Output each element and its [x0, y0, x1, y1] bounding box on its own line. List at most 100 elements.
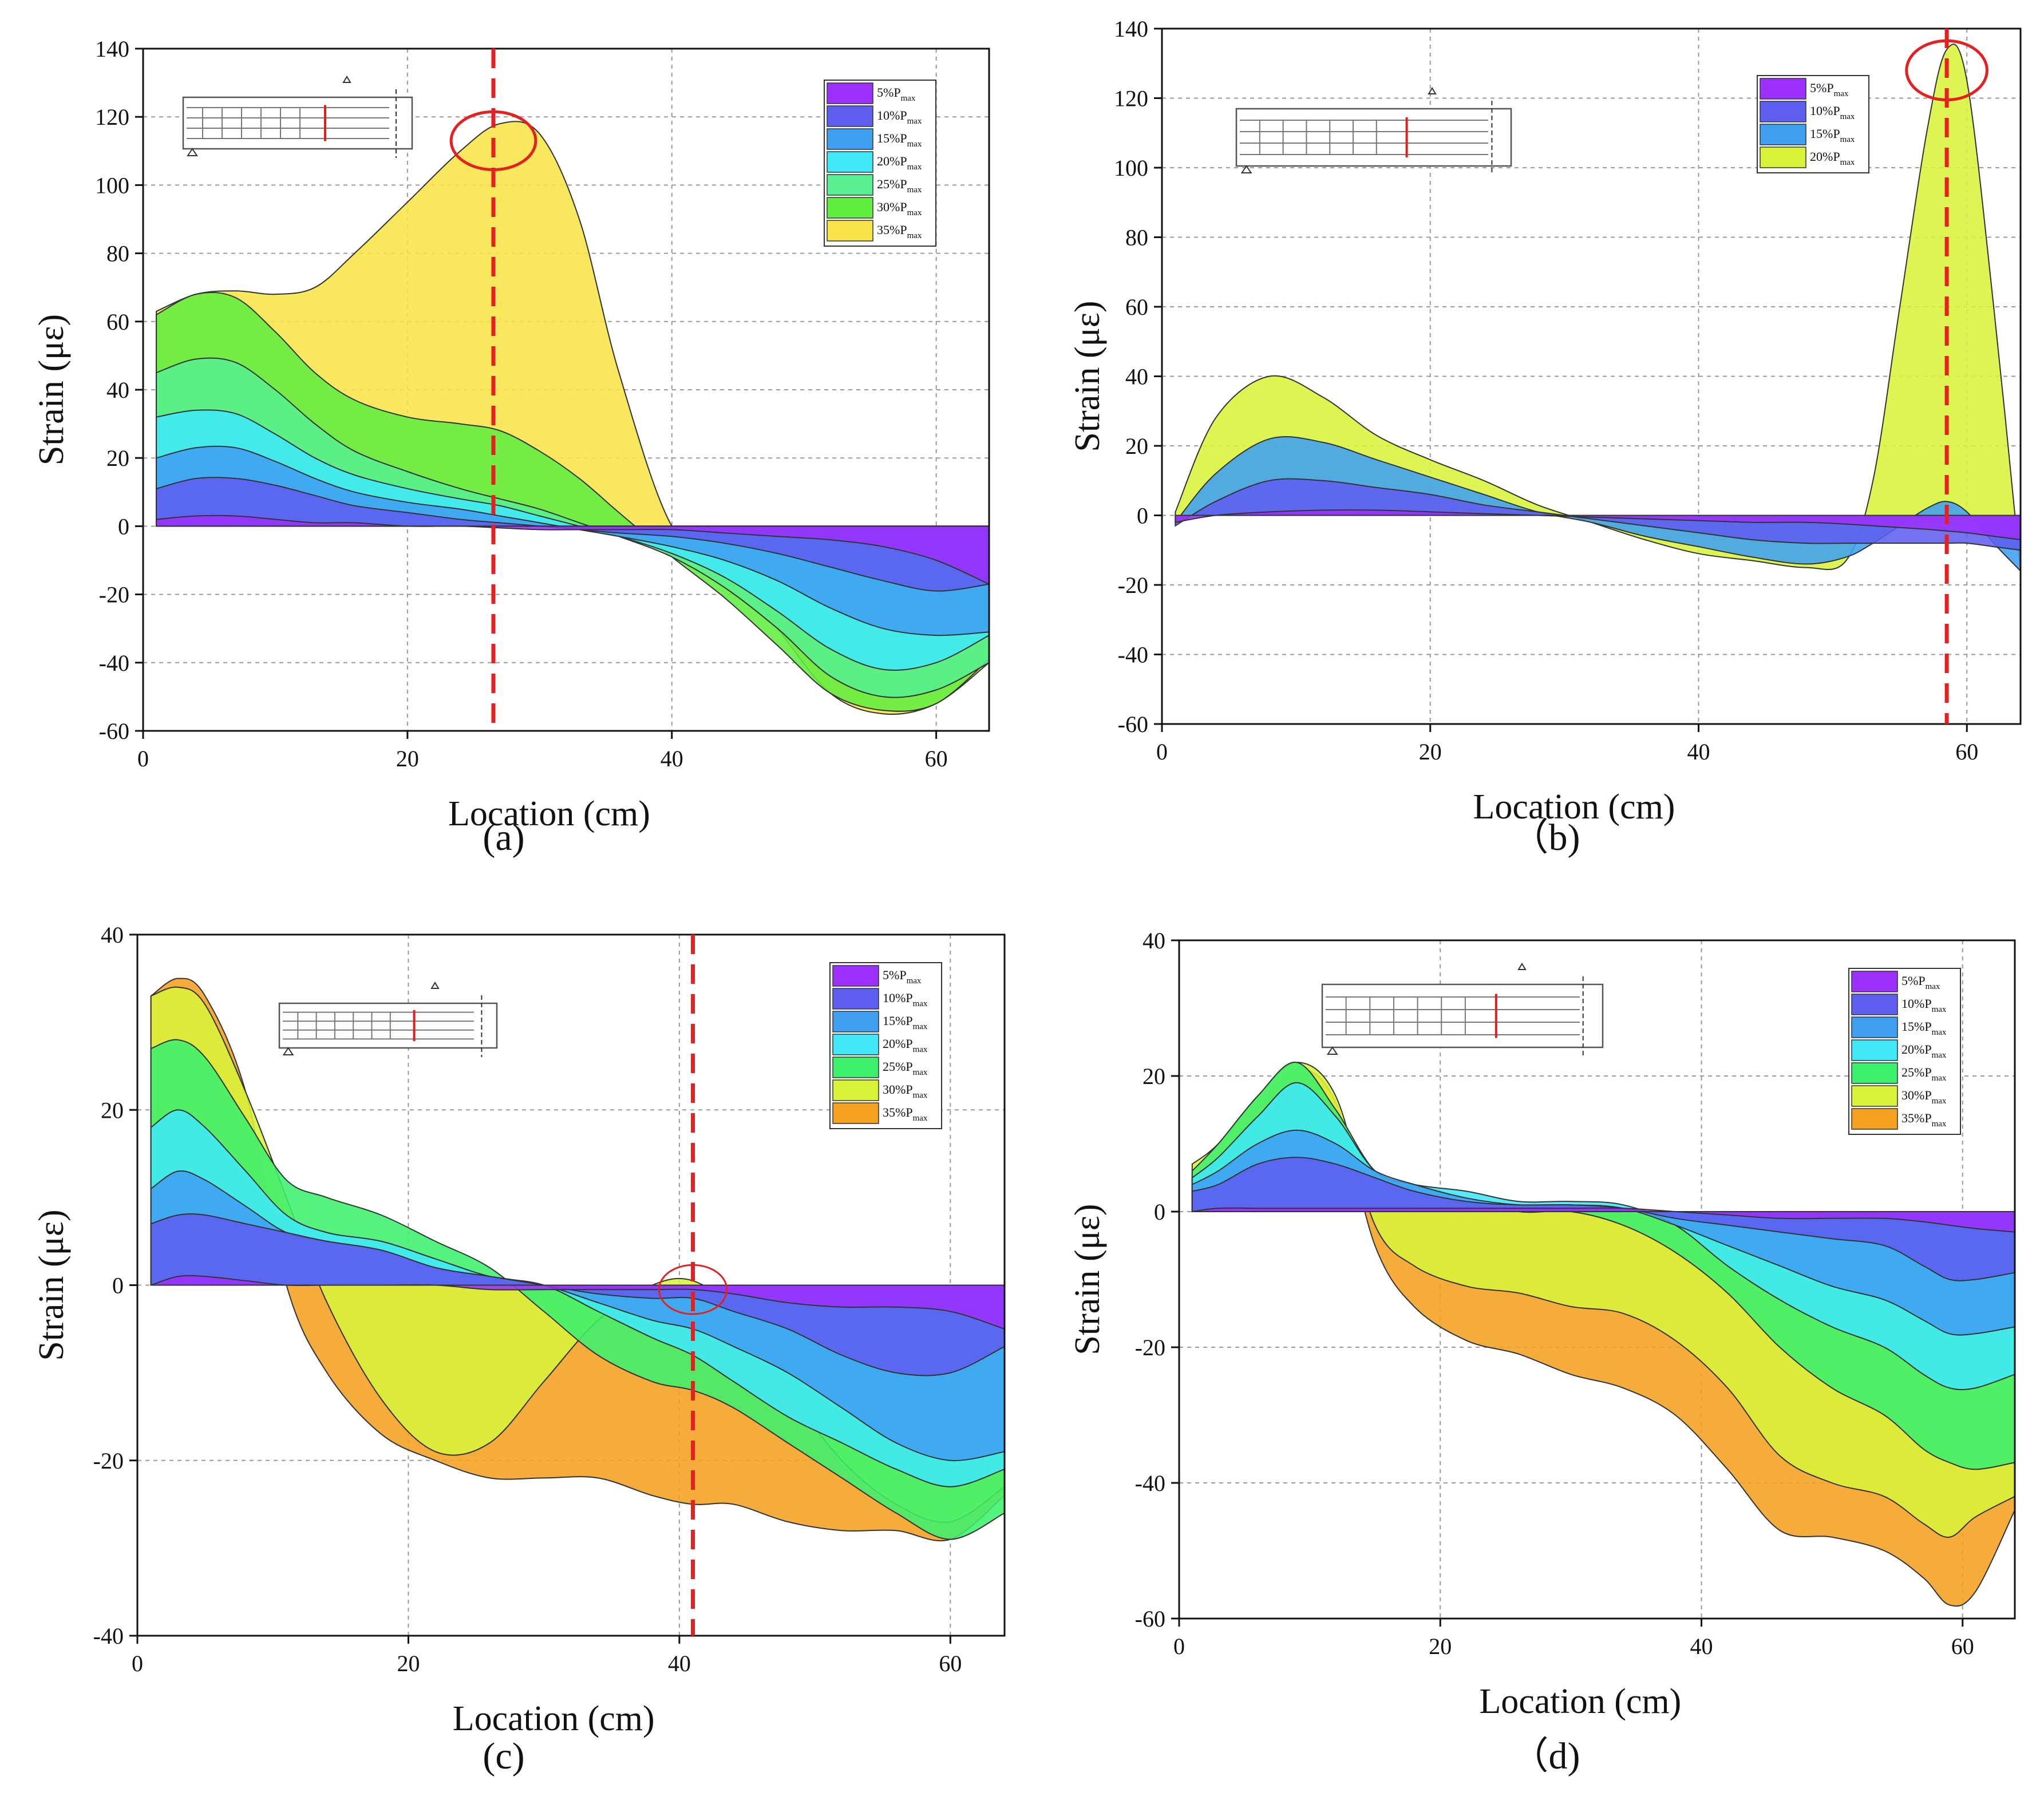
x-tick-label: 0: [1156, 739, 1168, 765]
support-icon: [282, 1047, 294, 1055]
y-tick-label: 60: [106, 309, 129, 335]
legend-swatch: [1760, 124, 1806, 145]
area-25pct-d: [1191, 1062, 2015, 1470]
legend-swatch: [1851, 1039, 1898, 1061]
legend-label-subscript: max: [1932, 1028, 1947, 1037]
x-tick-label: 60: [939, 1651, 962, 1676]
legend-swatch: [1851, 1108, 1898, 1130]
legend-swatch: [1851, 971, 1898, 992]
area-20pct-b: [1175, 43, 2021, 571]
x-axis-label: Location (cm): [453, 1699, 655, 1738]
legend-swatch: [1851, 1062, 1898, 1084]
y-tick-label: -20: [1135, 1335, 1165, 1360]
legend-label-subscript: max: [1840, 135, 1855, 144]
area-30pct-d: [1191, 1062, 2015, 1538]
legend-swatch: [1760, 147, 1806, 168]
legend-swatch: [832, 988, 879, 1010]
y-tick-label: -60: [1135, 1606, 1165, 1632]
area-10pct-b: [1175, 478, 2021, 551]
y-axis-label: Strain (με): [1068, 300, 1107, 452]
area-20pct-c: [150, 1109, 1005, 1487]
y-tick-label: 0: [112, 1273, 124, 1299]
x-axis-label: Location (cm): [1473, 788, 1675, 826]
support-icon: [1326, 1046, 1338, 1055]
legend-label-subscript: max: [1932, 1097, 1947, 1106]
panel-d: 0 20 40 60 -60 -40 -20 0 20 40 Location (cm) Strain…: [1068, 928, 2016, 1777]
legend-label-subscript: max: [907, 976, 922, 986]
legend-label-subscript: max: [901, 94, 916, 103]
y-tick-label: 0: [1137, 503, 1148, 529]
panel-c: 0 20 40 60 -40 -20 0 20 40 Location (cm) Strain (μ…: [32, 922, 1006, 1777]
load-point-icon: [1428, 87, 1437, 94]
x-tick-label: 40: [668, 1651, 691, 1676]
y-tick-label: 100: [1114, 155, 1148, 181]
area-20pct-d: [1191, 1082, 2015, 1391]
y-tick-label: 40: [101, 922, 124, 948]
legend-swatch: [832, 1079, 879, 1101]
y-tick-label: -20: [93, 1448, 124, 1474]
area-20pct-a: [156, 409, 990, 671]
area-5pct-d: [1192, 1207, 2015, 1233]
y-tick-label: 80: [1125, 225, 1148, 251]
legend-label-subscript: max: [913, 1045, 928, 1054]
y-tick-label: 120: [1114, 86, 1148, 112]
legend-label-subscript: max: [1932, 1119, 1947, 1129]
legend-label-subscript: max: [1840, 112, 1855, 121]
y-axis-label: Strain (με): [32, 314, 71, 465]
legend-swatch: [832, 965, 879, 987]
legend-swatch: [832, 1011, 879, 1032]
y-tick-label: 40: [1142, 928, 1165, 953]
y-tick-label: 20: [1125, 433, 1148, 459]
area-5pct-b: [1175, 509, 2021, 541]
legend-label-subscript: max: [907, 185, 922, 195]
area-10pct-d: [1191, 1157, 2015, 1281]
legend-swatch: [827, 128, 873, 150]
legend-swatch: [1851, 994, 1898, 1015]
legend-label-subscript: max: [1926, 982, 1940, 991]
y-axis-label: Strain (με): [32, 1209, 71, 1360]
y-tick-label: 140: [1114, 16, 1148, 42]
x-tick-label: 20: [1419, 739, 1442, 765]
x-tick-label: 20: [397, 1651, 420, 1676]
y-tick-label: 0: [1154, 1199, 1165, 1225]
legend-label-subscript: max: [913, 999, 928, 1008]
x-tick-label: 0: [1173, 1633, 1185, 1659]
x-tick-label: 40: [1690, 1633, 1713, 1659]
y-tick-label: -20: [1118, 572, 1148, 598]
legend-label-subscript: max: [907, 208, 922, 217]
legend-swatch: [827, 197, 873, 219]
legend-swatch: [827, 82, 873, 104]
y-tick-label: -40: [99, 650, 129, 676]
x-tick-label: 60: [925, 746, 948, 771]
y-tick-label: -40: [1118, 642, 1148, 668]
y-tick-label: -60: [99, 718, 129, 744]
y-tick-label: 40: [106, 377, 129, 403]
legend-label-subscript: max: [1932, 1051, 1947, 1060]
x-axis-label: Location (cm): [1479, 1682, 1681, 1721]
beam-outline: [1235, 108, 1512, 167]
panel-caption: （b): [1511, 817, 1580, 858]
x-tick-label: 60: [1955, 739, 1978, 765]
x-tick-label: 0: [132, 1651, 143, 1676]
load-point-icon: [1517, 963, 1527, 970]
legend-label-subscript: max: [907, 140, 922, 149]
peak-highlight-circle: [658, 1264, 728, 1315]
x-tick-label: 20: [396, 746, 419, 771]
y-tick-label: -40: [1135, 1470, 1165, 1496]
x-tick-label: 0: [137, 746, 149, 771]
legend-label-subscript: max: [907, 117, 922, 126]
legend-swatch: [827, 105, 873, 127]
panel-caption: （d): [1511, 1735, 1580, 1777]
support-icon: [1240, 165, 1252, 173]
legend-label-subscript: max: [1840, 158, 1855, 167]
panel-b: 0 20 40 60 -60 -40 -20 0 20 40 60 80 100 120 140 Locati…: [1068, 16, 2022, 858]
y-tick-label: -60: [1118, 711, 1148, 737]
panel-a: 0 20 40 60 -60 -40 -20 0 20 40 60 80 100 120 140 Locati…: [32, 36, 990, 858]
legend-swatch: [832, 1034, 879, 1055]
beam-outline: [278, 1002, 498, 1049]
y-tick-label: -20: [99, 582, 129, 608]
legend-label-subscript: max: [1932, 1074, 1947, 1083]
legend-label-subscript: max: [907, 163, 922, 172]
y-tick-label: 20: [101, 1097, 124, 1123]
